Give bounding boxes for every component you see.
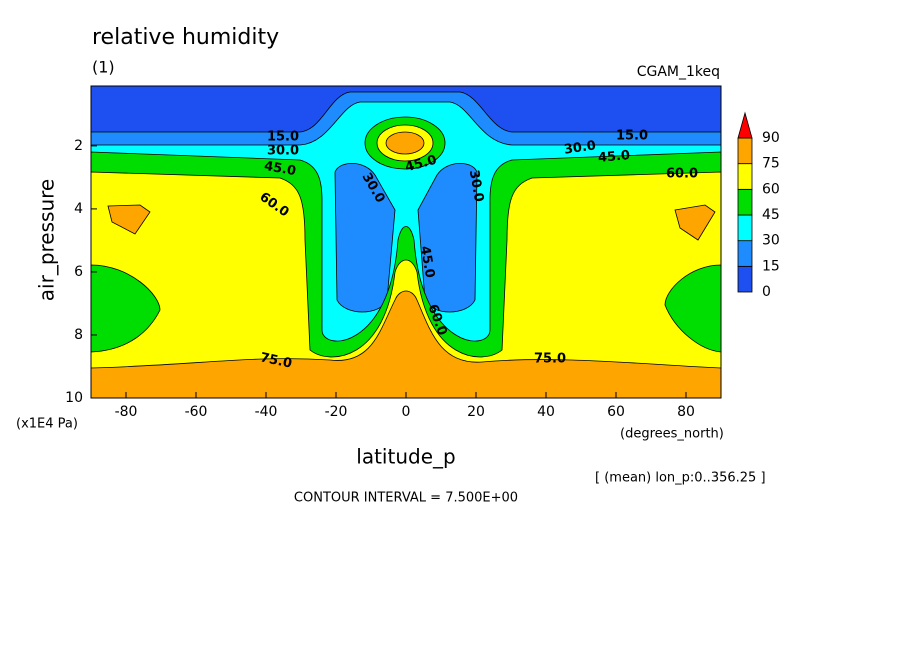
x-tick-label: 20 (467, 404, 485, 420)
x-axis-label: latitude_p (356, 445, 455, 469)
x-tick-label: 80 (677, 404, 695, 420)
contour-label: 30.0 (267, 144, 299, 159)
y-tick-label: 2 (74, 138, 83, 154)
contour-band (90, 171, 722, 399)
y-axis-label: air_pressure (35, 179, 59, 301)
contour-label: 30.0 (563, 138, 597, 157)
contour-band (107, 204, 151, 235)
colorbar-segment (737, 188, 753, 216)
contour-band (674, 204, 716, 241)
contour-label: 45.0 (417, 245, 437, 279)
contour-label: 45.0 (597, 148, 630, 166)
y-tick-label: 6 (74, 264, 83, 280)
note: [ (mean) lon_p:0..356.25 ] (595, 471, 766, 486)
colorbar-label: 15 (762, 258, 780, 274)
chart-title: relative humidity (92, 25, 279, 50)
x-units: (degrees_north) (620, 427, 724, 442)
contour-band (664, 264, 722, 353)
contour-label: 75.0 (259, 350, 293, 371)
x-tick-label: -20 (325, 404, 348, 420)
x-tick-label: -60 (185, 404, 208, 420)
x-tick-label: 60 (607, 404, 625, 420)
colorbar-label: 45 (762, 207, 780, 223)
contour-labels: 15.0 30.0 45.0 60.0 15.0 30.0 45.0 60.0 … (257, 129, 698, 372)
contour-field (90, 85, 722, 399)
x-tick-label: 0 (402, 404, 411, 420)
contour-label: 45.0 (263, 159, 297, 179)
y-units: (x1E4 Pa) (16, 417, 78, 432)
x-tick-label: -80 (115, 404, 138, 420)
colorbar-segment (737, 240, 753, 267)
contour-interval: CONTOUR INTERVAL = 7.500E+00 (294, 491, 518, 506)
colorbar-segment (737, 163, 753, 190)
x-tick-label: 40 (537, 404, 555, 420)
colorbar-label: 60 (762, 181, 780, 197)
colorbar-label: 0 (762, 284, 771, 300)
contour-label: 60.0 (666, 167, 698, 182)
colorbar-segment (737, 137, 753, 165)
contour-label: 15.0 (616, 129, 648, 144)
colorbar-label: 90 (762, 130, 780, 146)
contour-label: 30.0 (466, 169, 486, 203)
colorbar-label: 30 (762, 233, 780, 249)
x-tick-label: -40 (255, 404, 278, 420)
colorbar-segment (737, 265, 753, 293)
contour-band (385, 131, 425, 155)
y-tick-label: 4 (74, 201, 83, 217)
colorbar-label: 75 (762, 156, 780, 172)
contour-band (90, 264, 161, 353)
chart-subtitle: (1) (92, 58, 115, 77)
contour-label: 15.0 (267, 130, 299, 145)
y-tick-label: 10 (65, 390, 83, 406)
dataset-label: CGAM_1keq (637, 64, 720, 80)
colorbar-segment (737, 214, 753, 242)
contour-band (90, 290, 722, 399)
colorbar-over (737, 111, 753, 139)
y-tick-label: 8 (74, 327, 83, 343)
contour-label: 75.0 (534, 352, 566, 367)
